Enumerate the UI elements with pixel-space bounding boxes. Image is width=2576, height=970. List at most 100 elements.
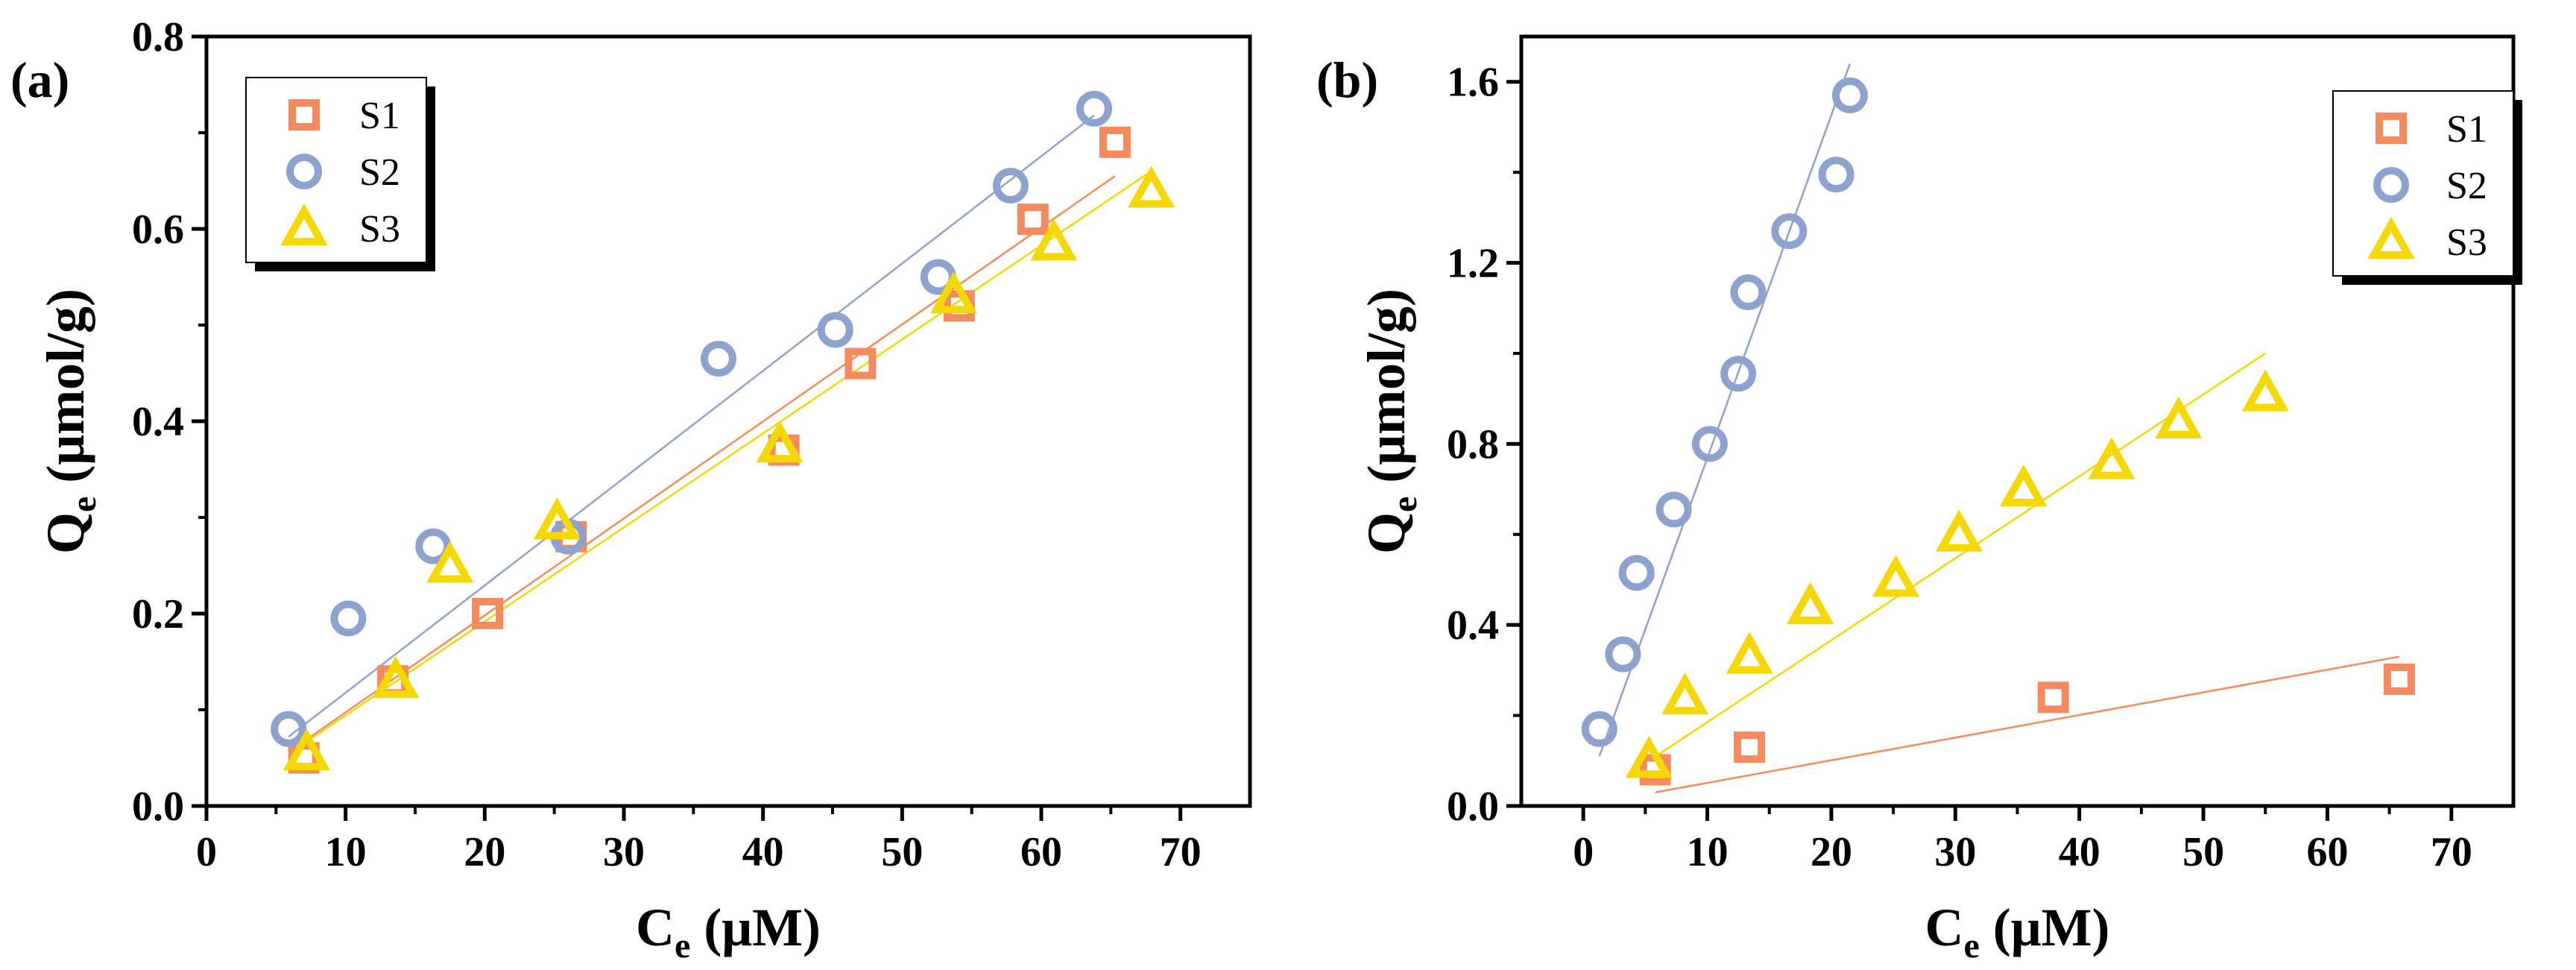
data-point-s2 [992,167,1029,204]
data-point-s3 [282,728,330,771]
data-point-s2 [1618,555,1655,591]
panel-label: (a) [10,51,69,108]
data-point-s2 [817,312,853,348]
data-point-s2 [1076,90,1112,127]
data-point-s2 [271,711,307,747]
data-point-s3 [426,541,474,583]
data-point-s3 [533,497,581,540]
x-axis-title-sub: e [1963,926,1979,966]
x-tick-label: 70 [2431,829,2472,875]
x-tick-label: 60 [1020,829,1062,875]
y-axis-title-unit: (μmol/g) [36,289,95,497]
data-point-s1 [472,598,504,629]
data-point-s2 [700,341,736,377]
data-point-s1 [1099,126,1131,158]
legend-label-s3: S3 [2446,221,2487,264]
data-point-s3 [1787,582,1834,624]
data-point-s2 [1771,213,1808,250]
legend-marker-s3 [2367,216,2415,259]
data-point-s2 [1818,157,1854,193]
data-point-s3 [1625,736,1673,778]
legend-label-s3: S3 [359,208,400,251]
x-tick-label: 50 [2182,829,2224,875]
data-point-s1 [845,347,877,380]
x-tick-label: 10 [1687,829,1729,875]
legend: S1 S2 S3 [245,77,435,271]
legend-marker-s2 [2373,167,2409,203]
x-tick-label: 0 [196,829,217,875]
data-point-s2 [1655,491,1692,528]
x-tick-label: 70 [1160,829,1202,875]
data-point-s2 [1691,426,1728,462]
data-point-s2 [330,600,367,637]
data-point-s3 [929,271,977,314]
x-axis-title-base: C [636,898,675,957]
data-point-s3 [1127,166,1175,208]
data-point-s1 [2383,664,2415,696]
y-axis-title-base: Q [1357,512,1416,554]
data-point-s2 [1831,77,1868,113]
fit-line-s1 [296,175,1116,748]
y-tick-label: 0.0 [132,784,184,830]
y-tick-label: 1.6 [1447,60,1499,106]
x-axis-title: Ce (μM) [636,898,821,966]
data-point-s3 [1935,509,1983,552]
fit-line-s3 [296,170,1152,749]
data-point-s3 [2000,464,2048,507]
legend-marker-s1 [2375,113,2407,144]
data-point-s3 [2241,369,2289,412]
x-tick-label: 30 [1934,829,1976,875]
fit-line-s2 [288,114,1095,738]
y-tick-label: 0.6 [132,207,184,253]
data-point-s2 [1730,274,1767,310]
x-tick-label: 30 [603,829,645,875]
data-point-s3 [1726,632,1773,674]
data-point-s3 [2088,437,2135,479]
y-tick-label: 0.4 [1447,602,1499,649]
legend-marker-s1 [288,99,320,130]
x-axis-title-unit: (μM) [1980,898,2110,957]
fit-line-s1 [1655,655,2400,794]
y-axis-title-sub: e [64,497,104,512]
x-tick-label: 50 [881,829,923,875]
data-point-s1 [1734,731,1766,763]
data-point-s3 [2155,396,2203,438]
x-tick-label: 40 [2059,829,2100,875]
data-point-s1 [1017,204,1049,236]
x-tick-label: 10 [325,829,367,875]
x-tick-label: 20 [1811,829,1852,875]
x-axis-title-base: C [1925,898,1963,957]
data-point-s2 [1581,711,1617,747]
legend-label-s2: S2 [359,151,400,194]
legend-marker-s2 [286,154,322,189]
x-tick-label: 20 [464,829,505,875]
data-point-s3 [1661,673,1709,715]
x-axis-title-sub: e [675,926,690,966]
y-axis-title: Qe (μmol/g) [1357,289,1424,554]
fit-line-s2 [1598,63,1852,757]
y-axis-title-sub: e [1385,497,1424,512]
data-point-s3 [756,421,804,463]
y-tick-label: 0.8 [1447,421,1499,467]
legend-box [245,77,427,263]
data-point-s3 [372,656,420,699]
x-axis-title-unit: (μM) [690,898,821,957]
x-tick-label: 60 [2306,829,2348,875]
legend-label-s1: S1 [2446,108,2487,151]
x-tick-label: 40 [742,829,784,875]
y-tick-label: 0.0 [1447,784,1499,830]
data-point-s1 [2037,681,2069,714]
chart-panel-b: (b) 0 10 20 30 40 50 60 70 0.0 0.4 0.8 1.2 1.6 Ce (μM)… [1316,34,2522,966]
legend: S1 S2 S3 [2332,90,2522,285]
y-axis-title: Qe (μmol/g) [36,289,104,554]
y-axis-title-base: Q [36,512,95,554]
chart-panel-a: (a) 0 10 20 30 40 50 60 70 0.0 0.2 0.4 0.6 0.8 Ce (μM)… [10,14,1252,966]
y-axis-title-unit: (μmol/g) [1357,289,1416,497]
y-tick-label: 0.2 [132,591,184,637]
legend-box [2332,90,2514,277]
data-point-s3 [1030,218,1078,261]
x-axis-title: Ce (μM) [1925,898,2109,966]
legend-label-s1: S1 [359,95,400,137]
y-tick-label: 1.2 [1447,241,1499,287]
